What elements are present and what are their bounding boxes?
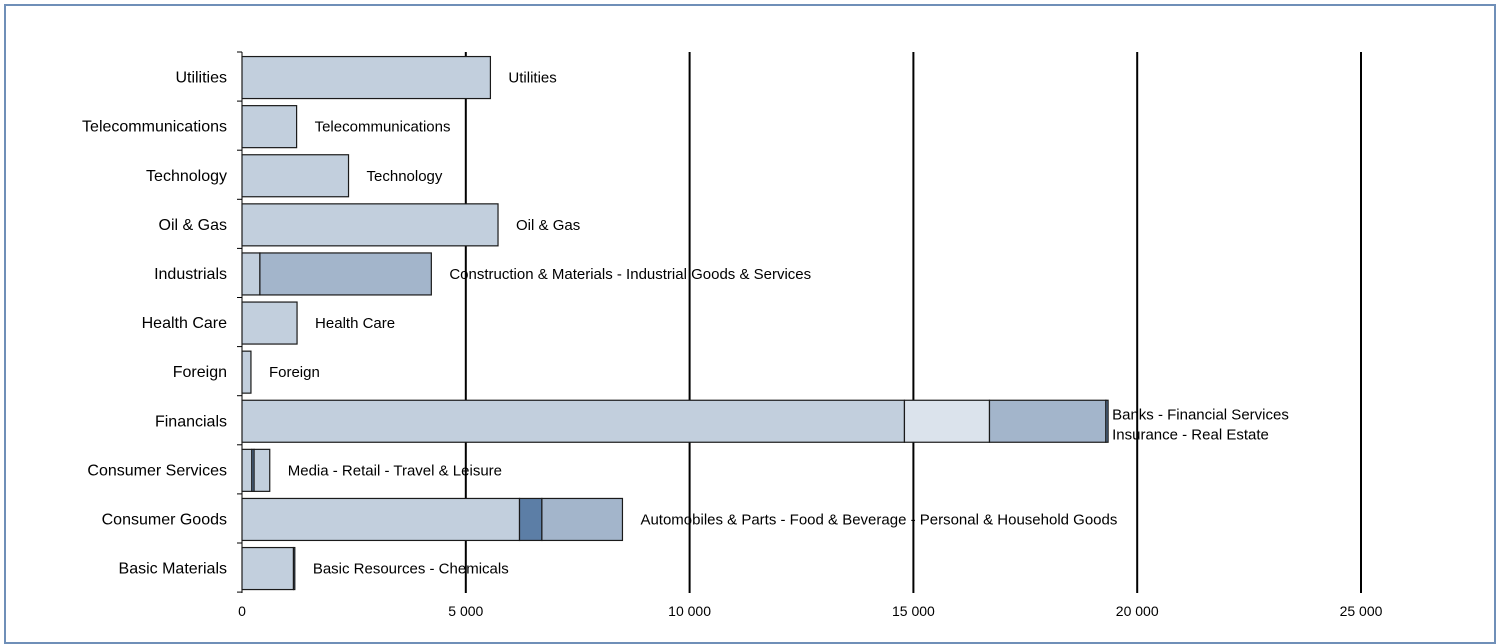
data-label: Health Care	[315, 315, 395, 332]
bar-segment	[1106, 400, 1108, 442]
y-tick-label: Utilities	[175, 70, 227, 87]
bar-segment	[542, 498, 623, 540]
bar-segment	[242, 106, 297, 148]
y-tick-label: Technology	[146, 168, 227, 185]
y-tick-label: Consumer Services	[87, 462, 227, 479]
data-label: Automobiles & Parts - Food & Beverage - …	[640, 511, 1117, 528]
bar-segment	[254, 449, 270, 491]
x-tick-label: 10 000	[668, 603, 711, 619]
y-tick-label: Basic Materials	[119, 561, 227, 578]
data-label: Construction & Materials - Industrial Go…	[449, 266, 811, 283]
y-tick-label: Oil & Gas	[159, 217, 227, 234]
bar-segment	[242, 548, 293, 590]
bar-segment	[242, 302, 297, 344]
y-tick-label: Consumer Goods	[102, 511, 227, 528]
data-label: Banks - Financial Services	[1112, 406, 1289, 423]
bar-segment	[242, 253, 260, 295]
bar-segment	[904, 400, 989, 442]
bar-chart: 0 5 000 10 000 15 000 20 000 25 000 Basic Mate…	[0, 0, 1502, 627]
bar-segment	[293, 548, 294, 590]
data-label: Media - Retail - Travel & Leisure	[288, 462, 502, 479]
bar-segment	[242, 498, 520, 540]
data-label: Telecommunications	[315, 119, 451, 136]
bar-segment	[242, 155, 349, 197]
bar-segment	[242, 449, 252, 491]
x-tick-label: 0	[238, 603, 246, 619]
bar-segment	[260, 253, 431, 295]
data-label: Basic Resources - Chemicals	[313, 561, 509, 578]
y-tick-label: Foreign	[173, 364, 227, 381]
x-tick-label: 15 000	[892, 603, 935, 619]
bar-segment	[242, 400, 904, 442]
bar-segment	[242, 57, 490, 99]
data-label: Utilities	[508, 70, 556, 87]
x-tick-label: 20 000	[1116, 603, 1159, 619]
x-tick-label: 25 000	[1340, 603, 1383, 619]
y-tick-label: Industrials	[154, 266, 227, 283]
y-tick-label: Telecommunications	[82, 119, 227, 136]
bar-segment	[520, 498, 542, 540]
y-tick-label: Health Care	[142, 315, 227, 332]
x-tick-label: 5 000	[448, 603, 483, 619]
bar-segment	[989, 400, 1105, 442]
data-label: Technology	[367, 168, 443, 185]
data-label: Foreign	[269, 364, 320, 381]
bar-segment	[242, 351, 251, 393]
y-tick-label: Financials	[155, 413, 227, 430]
bar-segment	[242, 204, 498, 246]
data-label: Oil & Gas	[516, 217, 580, 234]
data-label: Insurance - Real Estate	[1112, 426, 1269, 443]
